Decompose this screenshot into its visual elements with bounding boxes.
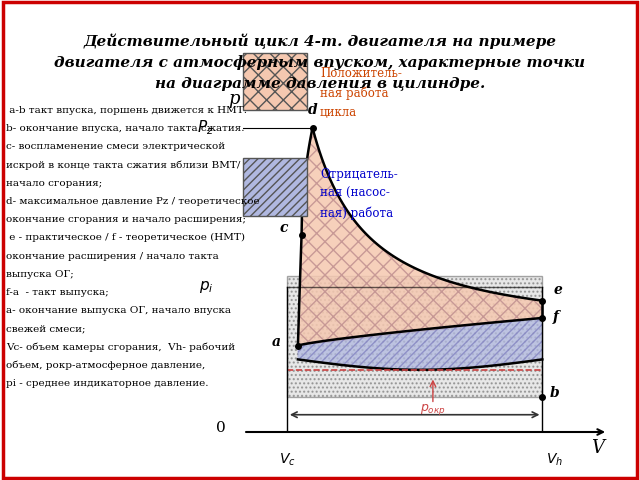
Text: a-b такт впуска, поршень движется к НМТ.: a-b такт впуска, поршень движется к НМТ. xyxy=(6,106,248,115)
Text: свежей смеси;: свежей смеси; xyxy=(6,324,86,334)
Text: d- максимальное давление Pz / теоретическое: d- максимальное давление Pz / теоретичес… xyxy=(6,197,260,206)
Text: ная) работа: ная) работа xyxy=(320,206,393,220)
Text: искрой в конце такта сжатия вблизи ВМТ/: искрой в конце такта сжатия вблизи ВМТ/ xyxy=(6,160,241,170)
Text: ная работа: ная работа xyxy=(320,86,388,100)
Text: окончание сгорания и начало расширения;: окончание сгорания и начало расширения; xyxy=(6,215,246,224)
Text: выпуска ОГ;: выпуска ОГ; xyxy=(6,270,74,279)
Text: начало сгорания;: начало сгорания; xyxy=(6,179,102,188)
Text: $P_z$: $P_z$ xyxy=(197,119,214,137)
Text: $V_c$: $V_c$ xyxy=(278,451,295,468)
Text: V: V xyxy=(591,439,604,457)
Text: ная (насос-: ная (насос- xyxy=(320,187,390,200)
Text: f: f xyxy=(553,311,559,324)
Text: Vc- объем камеры сгорания,  Vh- рабочий: Vc- объем камеры сгорания, Vh- рабочий xyxy=(6,343,236,352)
Text: Положитель-: Положитель- xyxy=(320,67,402,80)
Text: b: b xyxy=(550,386,559,400)
Text: e - практическое / f - теоретическое (НМТ): e - практическое / f - теоретическое (НМ… xyxy=(6,233,245,242)
Text: 0: 0 xyxy=(216,421,226,435)
Text: pi - среднее индикаторное давление.: pi - среднее индикаторное давление. xyxy=(6,379,209,388)
Text: окончание расширения / начало такта: окончание расширения / начало такта xyxy=(6,252,219,261)
Text: $p_{окр}$: $p_{окр}$ xyxy=(420,402,446,418)
Text: c: c xyxy=(279,220,287,235)
Text: c- воспламенение смеси электрической: c- воспламенение смеси электрической xyxy=(6,142,225,151)
Text: b- окончание впуска, начало такта сжатия.: b- окончание впуска, начало такта сжатия… xyxy=(6,124,245,133)
Text: $p_i$: $p_i$ xyxy=(200,279,214,295)
Text: a- окончание выпуска ОГ, начало впуска: a- окончание выпуска ОГ, начало впуска xyxy=(6,306,232,315)
Text: Действительный цикл 4-т. двигателя на примере: Действительный цикл 4-т. двигателя на пр… xyxy=(83,34,557,49)
Text: на диаграмме давления в цилиндре.: на диаграмме давления в цилиндре. xyxy=(155,77,485,91)
Text: цикла: цикла xyxy=(320,106,357,119)
Text: Отрицатель-: Отрицатель- xyxy=(320,168,397,181)
Text: $V_h$: $V_h$ xyxy=(546,451,563,468)
Text: двигателя с атмосферным впуском, характерные точки: двигателя с атмосферным впуском, характе… xyxy=(54,55,586,70)
Text: e: e xyxy=(553,283,562,297)
Polygon shape xyxy=(298,128,542,346)
Text: p: p xyxy=(228,90,240,108)
Polygon shape xyxy=(298,318,542,397)
Text: d: d xyxy=(308,103,317,117)
Text: a: a xyxy=(271,335,280,348)
Text: объем, pокр-атмосферное давление,: объем, pокр-атмосферное давление, xyxy=(6,361,205,371)
Bar xyxy=(287,276,542,397)
Text: f-a  - такт выпуска;: f-a - такт выпуска; xyxy=(6,288,109,297)
